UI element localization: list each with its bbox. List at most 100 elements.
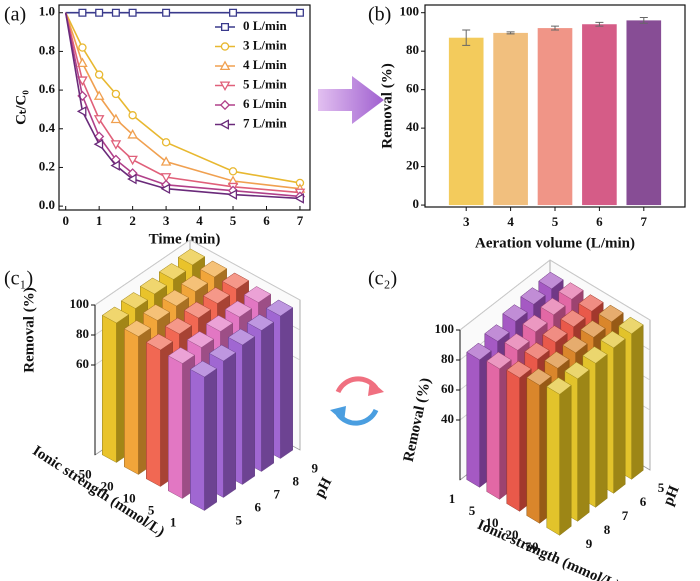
bar-face: [280, 307, 293, 459]
bar-top: [205, 315, 234, 332]
error-bar: [639, 17, 648, 24]
error-bar: [506, 31, 515, 35]
z-tick-label: 80: [76, 326, 89, 341]
bar-face: [546, 386, 560, 536]
x-tick-label: 9: [586, 536, 593, 551]
series-line: [64, 12, 301, 200]
bar-face: [190, 368, 205, 511]
bar-top: [560, 309, 586, 328]
y-tick-label: 10: [123, 490, 136, 505]
bar-top: [161, 289, 190, 307]
panel-label: (a): [4, 4, 26, 26]
x-tick-label: 8: [604, 522, 611, 537]
z-tick-label: 100: [70, 296, 90, 311]
z-tick-label: 60: [76, 356, 89, 371]
bar-3d: [546, 377, 572, 536]
bar-top: [265, 299, 294, 317]
bar-face: [506, 369, 520, 512]
bar-face: [577, 369, 590, 522]
panel-label: (b): [368, 4, 391, 26]
bar-top: [580, 320, 606, 338]
legend-label: 6 L/min: [243, 96, 287, 111]
data-point: [228, 167, 238, 176]
data-point: [161, 138, 171, 147]
error-bar: [551, 25, 559, 31]
x-tick-label: 5: [235, 513, 242, 528]
x-tick-label: 8: [292, 474, 299, 489]
bar-top: [540, 297, 566, 316]
x-tick-label: 4: [507, 214, 514, 229]
bar-top: [598, 304, 624, 323]
bar-top: [502, 304, 528, 322]
bar-face: [102, 314, 117, 463]
y-axis-label: Cₜ/C₀: [13, 90, 29, 125]
data-point: [76, 106, 87, 117]
x-tick-label: 6: [640, 494, 647, 509]
bar-3d: [466, 342, 492, 488]
legend-label: 5 L/min: [243, 76, 287, 91]
y-tick-label: 0.0: [39, 197, 55, 212]
bar-top: [582, 346, 608, 364]
bar-top: [142, 304, 171, 321]
bar-face: [223, 352, 236, 498]
series-line: [64, 12, 301, 194]
y-tick-label: 5: [148, 502, 155, 517]
bar-face: [204, 368, 217, 511]
bar-top: [158, 263, 187, 280]
data-point: [295, 8, 304, 17]
legend-label: 4 L/min: [243, 57, 287, 72]
bar-top: [227, 328, 256, 346]
bar-top: [189, 360, 218, 378]
legend-label: 0 L/min: [243, 18, 287, 33]
data-point: [94, 131, 105, 142]
bar-top: [224, 300, 253, 318]
bar-top: [526, 368, 552, 386]
bar: [448, 37, 484, 206]
data-point: [111, 89, 121, 99]
legend-marker: [219, 119, 230, 130]
data-point: [162, 8, 171, 17]
bar-top: [180, 275, 209, 292]
data-point: [128, 8, 137, 17]
data-point: [127, 129, 138, 139]
bar-face: [526, 377, 540, 524]
grid-line: [94, 239, 301, 306]
series-line: [64, 12, 301, 190]
bar-face: [631, 324, 644, 480]
bar-top: [564, 361, 590, 380]
cycle-arrowhead-red: [368, 380, 384, 396]
bar-top: [618, 316, 644, 335]
panel-label: (c₁): [4, 268, 33, 290]
y-tick-label: 20: [506, 527, 519, 542]
z-axis-label: Removal (%): [21, 287, 37, 372]
bar-face: [168, 355, 183, 499]
data-point: [128, 111, 137, 120]
x-tick-label: 3: [463, 214, 470, 229]
bar-3d: [167, 347, 196, 499]
x-tick-label: 5: [230, 213, 237, 228]
x-axis-label: Time (min): [149, 231, 221, 247]
grid-line: [459, 259, 651, 331]
z-axis-label: Removal (%): [401, 376, 434, 463]
bar-top: [123, 320, 152, 337]
y-tick-label: 50: [526, 539, 539, 554]
data-point: [93, 115, 105, 125]
data-point: [294, 193, 304, 204]
bar-3d: [189, 360, 218, 511]
bar: [537, 28, 573, 206]
bar-face: [486, 360, 500, 500]
bar-face: [613, 338, 626, 494]
y-tick-label: 0.2: [39, 158, 55, 173]
error-bar: [595, 21, 604, 27]
legend-marker: [219, 81, 231, 92]
plot-frame: [424, 4, 686, 208]
y-tick-label: 0.8: [39, 42, 56, 57]
bar-top: [145, 333, 174, 351]
y-tick-label: 5: [469, 503, 476, 518]
x-tick-label: 7: [641, 214, 648, 229]
bar: [493, 32, 528, 206]
data-point: [93, 90, 105, 100]
bar-top: [164, 317, 193, 335]
bar-top: [101, 306, 130, 324]
